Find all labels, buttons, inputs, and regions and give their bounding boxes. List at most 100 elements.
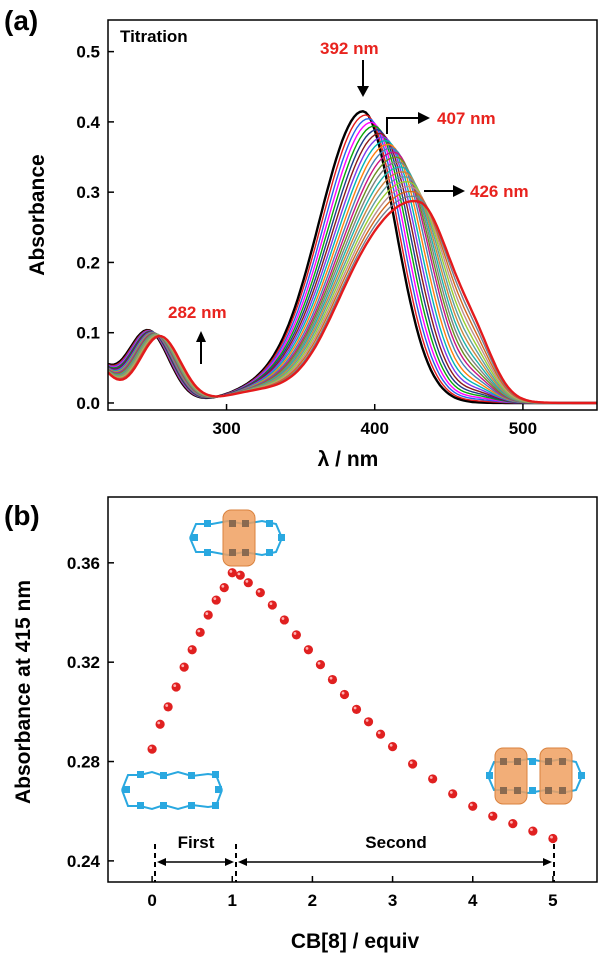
b-ytick-label: 0.36 [67,554,100,573]
complex1-beads [191,520,285,556]
data-point-highlight [389,743,393,747]
panel-a-frame [107,19,598,411]
a-ytick-label: 0.5 [76,43,100,62]
data-point [315,660,326,670]
data-point [147,744,157,754]
data-point [339,689,350,700]
complex2-host-left [494,747,528,805]
data-point [155,719,165,729]
complex2-host-right [539,747,573,805]
data-point-highlight [213,597,217,601]
data-point-highlight [329,676,333,680]
data-point-highlight [189,646,193,650]
annotation-282nm-label: 282 nm [168,303,227,322]
complex1-inner-beads [229,520,249,556]
data-point-highlight [510,820,513,824]
panel-b-xlabel: CB[8] / equiv [291,930,420,953]
panel-b-frame [107,496,598,883]
scatter-points [147,568,558,844]
region-first-label: First [178,833,215,852]
data-point [255,588,265,598]
data-point [187,645,197,655]
data-point [227,568,237,578]
a-xtick-label: 500 [509,419,537,438]
free-guest-schematic [121,770,223,811]
panel-a-label: (a) [4,5,38,36]
data-point-highlight [281,617,285,620]
data-point [351,704,362,714]
panel-a-ticks: 0.0 0.1 0.2 0.3 0.4 0.5 300 400 500 [76,43,537,438]
data-point-highlight [377,731,381,735]
arrow-down-392-head [357,86,369,97]
data-point-highlight [293,632,297,635]
a-xtick-label: 400 [361,419,389,438]
b-xtick-label: 3 [388,891,397,910]
data-point-highlight [205,612,209,615]
panel-b-axes [107,496,598,883]
a-xtick-label: 300 [212,419,240,438]
data-point-highlight [197,629,201,633]
two-host-complex-schematic [486,747,585,805]
annotation-282nm: 282 nm [168,303,227,364]
data-point-highlight [341,691,345,695]
data-point-highlight [550,835,553,839]
data-point-highlight [157,721,161,725]
data-point-highlight [229,569,233,573]
data-point-highlight [429,776,433,779]
data-point [408,759,418,769]
b-ytick-label: 0.32 [67,653,100,672]
complex1-host-cb8 [222,509,256,567]
second-arrow-right-head [543,858,552,866]
data-point [363,717,374,727]
data-point [548,833,558,844]
b-ytick-label: 0.24 [67,852,101,871]
data-point-highlight [173,684,177,688]
data-point [163,702,173,712]
b-xtick-label: 2 [308,891,317,910]
data-point [303,645,314,655]
panel-b: (b) 0.24 0.28 0.32 0.36 0 1 2 3 4 5 First Second [4,496,598,953]
data-point [235,570,245,580]
a-ytick-label: 0.1 [76,324,100,343]
a-ytick-label: 0.2 [76,253,100,272]
arrow-right-407 [386,117,420,134]
data-point [428,774,438,784]
data-point [508,819,518,829]
annotation-407nm: 407 nm [386,109,496,134]
data-point-highlight [409,761,413,765]
data-point [195,627,205,637]
spectrum-line-22 [108,199,597,405]
b-ytick-label: 0.28 [67,753,100,772]
panel-b-ylabel: Absorbance at 415 nm [12,580,35,804]
titration-legend: Titration [120,27,188,46]
annotation-392nm-label: 392 nm [320,39,379,58]
arrow-up-282-head [196,331,206,342]
complex2-inner-beads [500,758,566,794]
data-point-highlight [149,746,153,750]
complex2-beads [486,758,585,794]
data-point [279,615,289,625]
data-point-highlight [365,718,369,722]
panel-a-ylabel: Absorbance [26,154,49,275]
region-markers: First Second [154,833,555,882]
data-point [179,662,189,672]
annotation-407nm-label: 407 nm [437,109,496,128]
data-point-highlight [305,646,309,650]
b-xtick-label: 5 [548,891,557,910]
guest-beads [123,771,222,809]
data-point-highlight [449,791,453,794]
data-point-highlight [221,584,225,588]
data-point-highlight [257,589,261,593]
spectra-series [108,110,597,405]
data-point-highlight [245,579,249,583]
panel-a: (a) Titration 0.0 0.1 0.2 0.3 0.4 0.5 300 400 50… [4,5,598,471]
data-point [203,610,213,620]
data-point [448,789,458,799]
data-point [528,826,538,836]
panel-b-label: (b) [4,500,40,531]
annotation-426nm: 426 nm [424,182,529,201]
b-xtick-label: 1 [228,891,237,910]
data-point-highlight [269,602,273,606]
data-point [291,630,301,640]
region-second-label: Second [365,833,426,852]
